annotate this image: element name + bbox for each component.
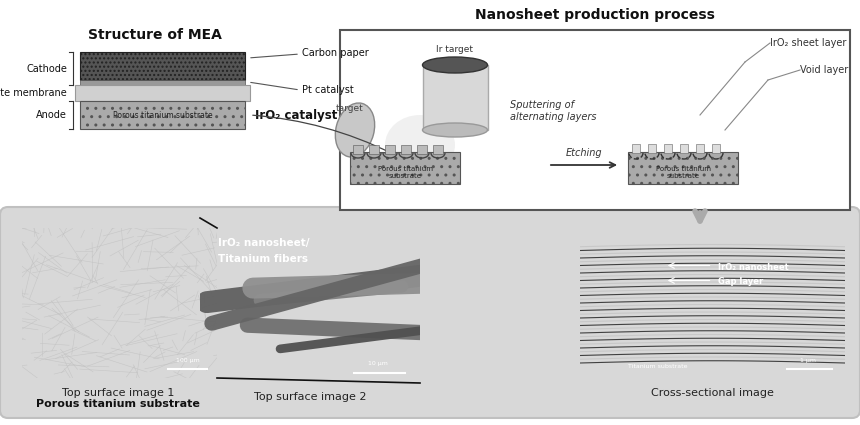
- Text: Carbon paper: Carbon paper: [302, 48, 369, 58]
- Text: Gap layer: Gap layer: [718, 278, 763, 286]
- Ellipse shape: [385, 115, 455, 175]
- Bar: [628, 152, 738, 184]
- Bar: [696, 144, 704, 153]
- Text: Sputtering of
alternating layers: Sputtering of alternating layers: [510, 100, 597, 122]
- Bar: [423, 65, 488, 130]
- Text: IrO₂ nanosheet: IrO₂ nanosheet: [718, 263, 789, 272]
- Text: Cross-sectional image: Cross-sectional image: [650, 388, 773, 398]
- Text: Electrolyte membrane: Electrolyte membrane: [0, 88, 67, 98]
- Text: Titanium fibers: Titanium fibers: [218, 254, 308, 264]
- Text: IrO₂ sheet layer: IrO₂ sheet layer: [770, 38, 846, 48]
- Bar: [80, 52, 245, 80]
- Text: Cathode: Cathode: [26, 63, 67, 74]
- Bar: [80, 80, 245, 85]
- Bar: [80, 101, 245, 129]
- Bar: [664, 144, 672, 153]
- Text: IrO₂ catalyst: IrO₂ catalyst: [255, 108, 337, 122]
- Text: Ir target: Ir target: [437, 45, 474, 54]
- Text: target: target: [336, 104, 364, 113]
- Bar: [433, 145, 443, 154]
- Bar: [385, 145, 395, 154]
- Text: Structure of MEA: Structure of MEA: [88, 28, 222, 42]
- Text: Top surface image 1: Top surface image 1: [62, 388, 175, 398]
- Text: Nanosheet production process: Nanosheet production process: [475, 8, 715, 22]
- Text: Porous titanium
substrate: Porous titanium substrate: [655, 165, 710, 178]
- Bar: [350, 152, 460, 184]
- Text: Anode: Anode: [36, 110, 67, 120]
- Text: 1 μm: 1 μm: [800, 358, 816, 363]
- Bar: [417, 145, 427, 154]
- Text: Top surface image 2: Top surface image 2: [254, 392, 366, 402]
- Bar: [369, 145, 379, 154]
- Text: Porous titanium
substrate: Porous titanium substrate: [378, 165, 433, 178]
- Text: Porous titanium substrate: Porous titanium substrate: [113, 110, 212, 119]
- Bar: [632, 144, 640, 153]
- Bar: [75, 85, 250, 101]
- FancyBboxPatch shape: [0, 207, 860, 418]
- Bar: [340, 30, 850, 210]
- Text: Etching: Etching: [566, 148, 602, 158]
- Bar: [680, 144, 688, 153]
- Bar: [648, 144, 656, 153]
- Text: Pt catalyst: Pt catalyst: [302, 85, 353, 95]
- Ellipse shape: [335, 103, 375, 157]
- Text: Void layer: Void layer: [800, 65, 848, 75]
- Text: 10 μm: 10 μm: [368, 362, 388, 366]
- Text: IrO₂ nanosheet/: IrO₂ nanosheet/: [218, 238, 309, 248]
- Text: Porous titanium substrate: Porous titanium substrate: [36, 399, 200, 409]
- Ellipse shape: [422, 123, 488, 137]
- Bar: [712, 144, 720, 153]
- Bar: [401, 145, 411, 154]
- Text: Titanium substrate: Titanium substrate: [628, 365, 687, 369]
- Bar: [353, 145, 363, 154]
- Text: 100 μm: 100 μm: [176, 358, 200, 363]
- Ellipse shape: [422, 57, 488, 73]
